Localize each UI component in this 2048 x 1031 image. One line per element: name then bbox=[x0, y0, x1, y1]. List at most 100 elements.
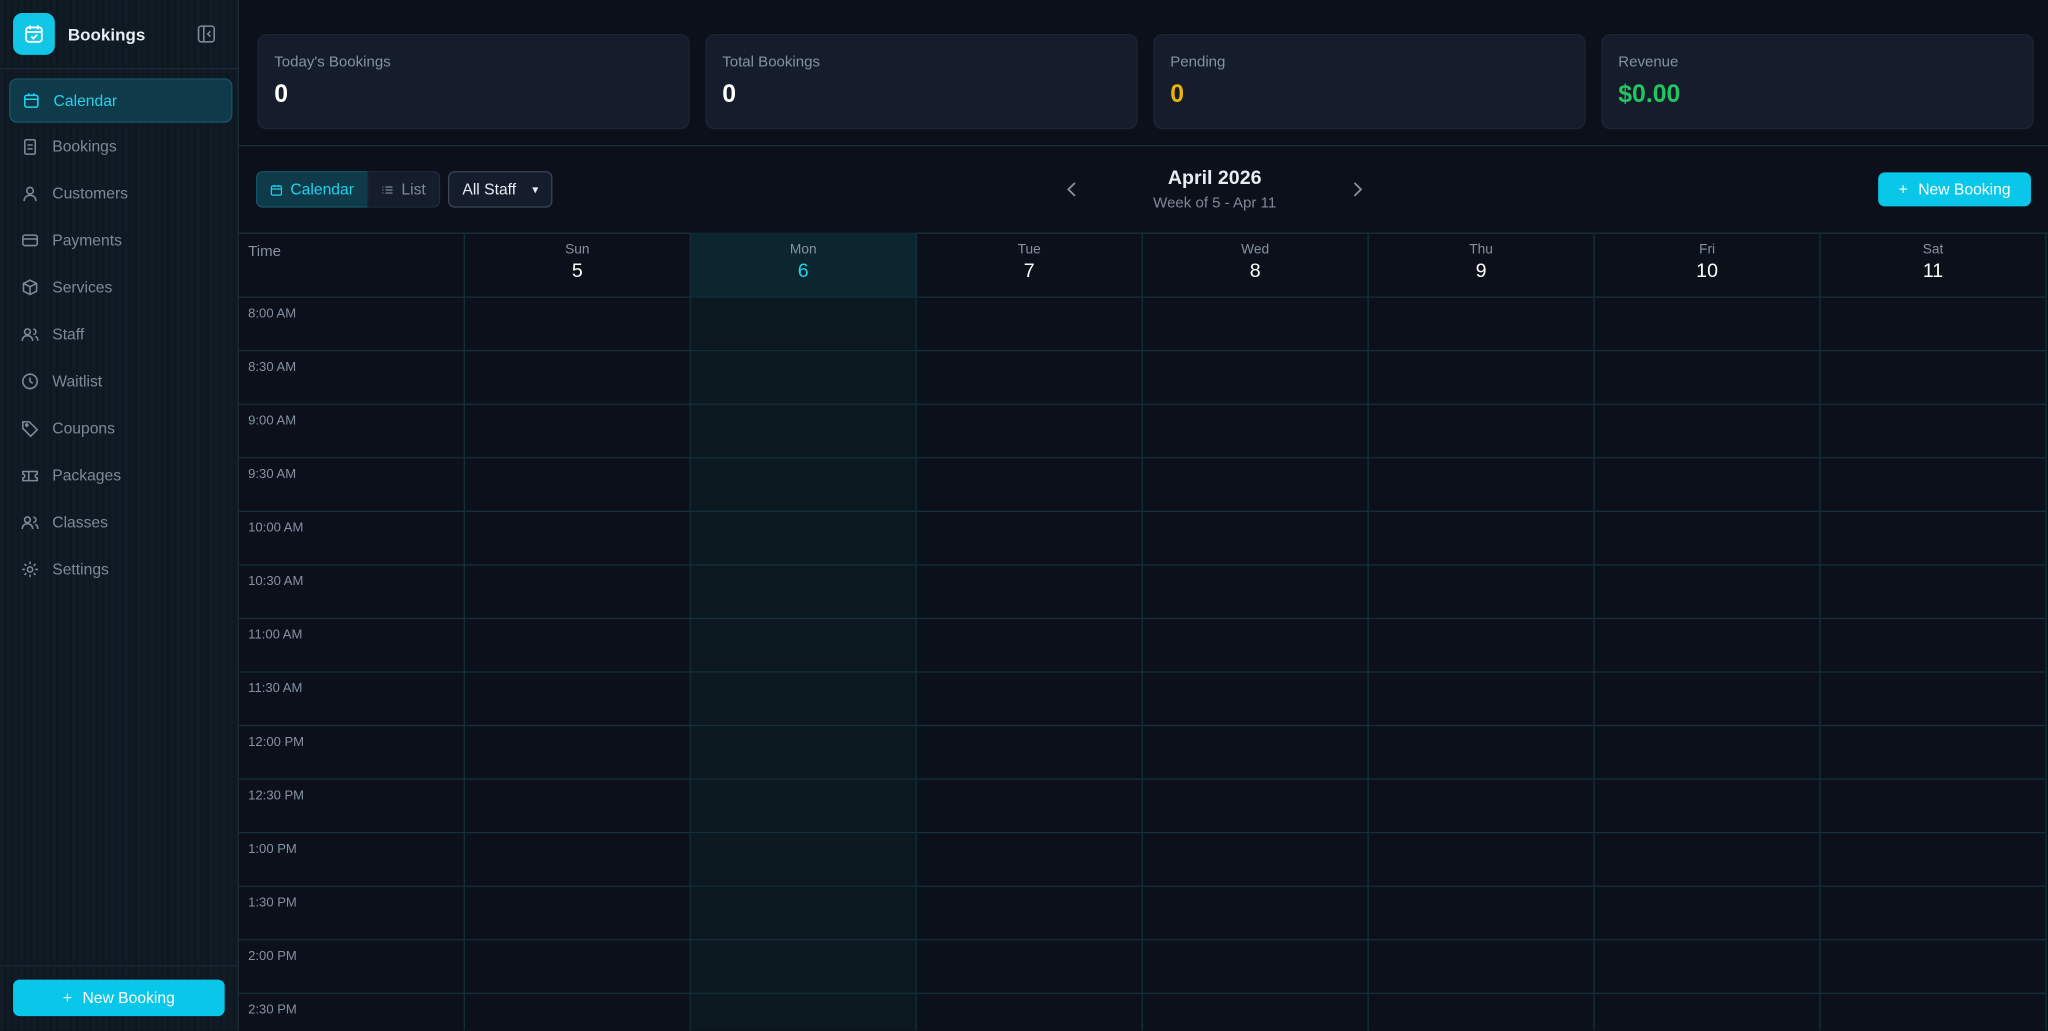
slot[interactable] bbox=[464, 351, 691, 405]
slot[interactable] bbox=[1142, 404, 1369, 459]
slot[interactable] bbox=[464, 779, 691, 834]
slot[interactable] bbox=[464, 672, 691, 727]
slot[interactable] bbox=[1142, 565, 1369, 620]
slot[interactable] bbox=[464, 297, 691, 352]
slot[interactable] bbox=[1820, 297, 2047, 352]
slot[interactable] bbox=[690, 779, 917, 834]
slot[interactable] bbox=[1368, 458, 1595, 512]
list-view-toggle[interactable]: List bbox=[367, 171, 441, 208]
slot[interactable] bbox=[1820, 672, 2047, 727]
slot[interactable] bbox=[464, 940, 691, 994]
slot[interactable] bbox=[916, 458, 1143, 512]
slot[interactable] bbox=[916, 565, 1143, 620]
slot[interactable] bbox=[1368, 297, 1595, 352]
next-week[interactable] bbox=[1351, 182, 1364, 198]
slot[interactable] bbox=[690, 672, 917, 727]
slot[interactable] bbox=[1142, 940, 1369, 994]
slot[interactable] bbox=[464, 511, 691, 566]
slot[interactable] bbox=[1143, 993, 1369, 1031]
slot[interactable] bbox=[916, 511, 1143, 566]
slot[interactable] bbox=[1368, 886, 1595, 941]
nav-item[interactable]: Settings bbox=[9, 549, 230, 591]
slot[interactable] bbox=[916, 779, 1143, 834]
slot[interactable] bbox=[690, 833, 917, 887]
slot[interactable] bbox=[1594, 726, 1821, 780]
slot[interactable] bbox=[1369, 993, 1595, 1031]
slot[interactable] bbox=[690, 726, 917, 780]
slot[interactable] bbox=[916, 351, 1143, 405]
nav-item[interactable]: Classes bbox=[9, 502, 230, 544]
slot[interactable] bbox=[690, 351, 917, 405]
slot[interactable] bbox=[1142, 619, 1369, 673]
slot[interactable] bbox=[916, 833, 1143, 887]
slot[interactable] bbox=[1594, 565, 1821, 620]
nav-item[interactable]: Services bbox=[9, 266, 230, 308]
slot[interactable] bbox=[1368, 511, 1595, 566]
slot[interactable] bbox=[1368, 404, 1595, 459]
slot[interactable] bbox=[1820, 619, 2047, 673]
slot[interactable] bbox=[1594, 404, 1821, 459]
slot[interactable] bbox=[690, 511, 917, 566]
slot[interactable] bbox=[1142, 297, 1369, 352]
slot[interactable] bbox=[1368, 833, 1595, 887]
nav-item[interactable]: Payments bbox=[9, 219, 230, 261]
slot[interactable] bbox=[465, 993, 691, 1031]
slot[interactable] bbox=[1594, 779, 1821, 834]
nav-item[interactable]: Staff bbox=[9, 313, 230, 355]
slot[interactable] bbox=[1594, 672, 1821, 727]
calendar-view-toggle[interactable]: Calendar bbox=[255, 171, 369, 208]
slot[interactable] bbox=[1820, 565, 2047, 620]
slot[interactable] bbox=[1368, 672, 1595, 727]
slot[interactable] bbox=[1594, 833, 1821, 887]
slot[interactable] bbox=[690, 886, 917, 941]
slot[interactable] bbox=[1368, 351, 1595, 405]
slot[interactable] bbox=[1142, 351, 1369, 405]
slot[interactable] bbox=[1594, 886, 1821, 941]
slot[interactable] bbox=[464, 726, 691, 780]
slot[interactable] bbox=[1820, 458, 2047, 512]
slot[interactable] bbox=[1594, 297, 1821, 352]
slot[interactable] bbox=[1594, 940, 1821, 994]
nav-item[interactable]: Customers bbox=[9, 172, 230, 214]
slot[interactable] bbox=[690, 565, 917, 620]
prev-week[interactable] bbox=[1066, 182, 1079, 198]
slot[interactable] bbox=[1594, 619, 1821, 673]
slot[interactable] bbox=[690, 940, 917, 994]
nav-item[interactable]: Waitlist bbox=[9, 360, 230, 402]
slot[interactable] bbox=[464, 404, 691, 459]
slot[interactable] bbox=[1820, 404, 2047, 459]
slot[interactable] bbox=[1820, 726, 2047, 780]
slot[interactable] bbox=[1820, 833, 2047, 887]
slot[interactable] bbox=[1368, 565, 1595, 620]
slot[interactable] bbox=[1368, 726, 1595, 780]
slot[interactable] bbox=[916, 886, 1143, 941]
slot[interactable] bbox=[690, 404, 917, 459]
slot[interactable] bbox=[1820, 940, 2047, 994]
nav-item[interactable]: Bookings bbox=[9, 125, 230, 167]
slot[interactable] bbox=[1820, 779, 2047, 834]
slot[interactable] bbox=[1368, 940, 1595, 994]
nav-item[interactable]: Coupons bbox=[9, 408, 230, 450]
slot[interactable] bbox=[690, 297, 917, 352]
slot[interactable] bbox=[1595, 993, 1821, 1031]
slot[interactable] bbox=[464, 565, 691, 620]
new-booking-button[interactable]: + New Booking bbox=[1878, 172, 2031, 207]
new-booking-button[interactable]: + New Booking bbox=[13, 979, 225, 1017]
slot[interactable] bbox=[690, 619, 917, 673]
slot[interactable] bbox=[916, 297, 1143, 352]
slot[interactable] bbox=[1368, 779, 1595, 834]
slot[interactable] bbox=[1821, 993, 2047, 1031]
slot[interactable] bbox=[1142, 511, 1369, 566]
slot[interactable] bbox=[1594, 458, 1821, 512]
slot[interactable] bbox=[1820, 886, 2047, 941]
slot[interactable] bbox=[690, 993, 917, 1031]
slot[interactable] bbox=[1142, 672, 1369, 727]
slot[interactable] bbox=[916, 404, 1143, 459]
slot[interactable] bbox=[1820, 511, 2047, 566]
slot[interactable] bbox=[1142, 886, 1369, 941]
slot[interactable] bbox=[464, 458, 691, 512]
slot[interactable] bbox=[1142, 458, 1369, 512]
nav-item[interactable]: Packages bbox=[9, 455, 230, 497]
slot[interactable] bbox=[1594, 351, 1821, 405]
slot[interactable] bbox=[1142, 833, 1369, 887]
